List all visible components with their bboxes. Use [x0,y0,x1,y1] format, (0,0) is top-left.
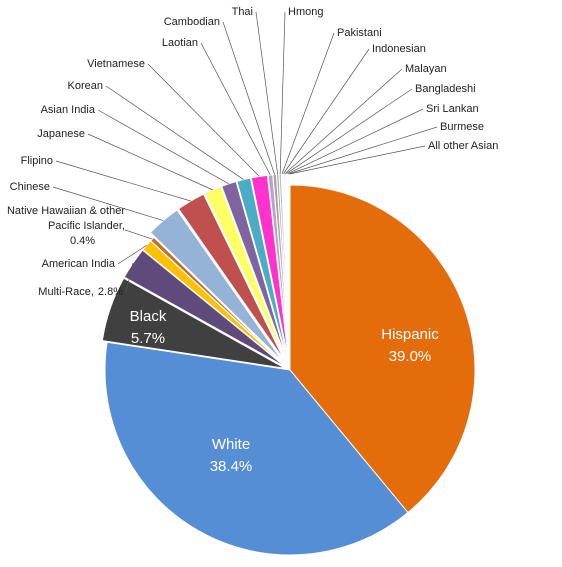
category-label: Japanese [37,128,85,140]
category-text: Laotian [162,37,198,49]
leader-line [117,244,147,265]
category-text: Sri Lankan [426,103,479,115]
category-text: Hmong [288,6,323,18]
category-text: Burmese [440,121,484,133]
value-label: 2.8% [98,286,123,298]
slice-label: Black [130,308,167,325]
category-text: Vietnamese [87,58,145,70]
category-label: Thai [232,6,253,18]
value-label: 39.0% [389,348,432,365]
category-text: Flipino [21,155,53,167]
category-label: American India [42,258,116,270]
category-label: Burmese [440,121,484,133]
category-label: Flipino [21,155,53,167]
leader-line [281,32,335,175]
category-text: Multi-Race, [38,286,94,298]
category-text: Cambodian [164,16,220,28]
category-text: Native Hawaiian & other Pacific Islander… [6,205,125,232]
value-label: 5.7% [131,330,165,347]
category-text: Chinese [10,181,50,193]
category-label: Bangladeshi [415,83,476,95]
leader-line [124,229,153,240]
leader-line [285,88,413,175]
category-label: Korean [68,80,103,92]
leader-line [289,145,426,175]
category-text: Korean [68,80,103,92]
slice-label: Hispanic [381,326,439,343]
category-text: Bangladeshi [415,83,476,95]
category-text: All other Asian [428,140,498,152]
category-text: Malayan [405,63,447,75]
category-label: All other Asian [428,140,498,152]
pie-slice [289,184,476,514]
category-label: Pakistani [337,27,382,39]
leader-line [279,11,286,175]
pie-slice [150,236,287,367]
category-label: Multi-Race, 2.8% [38,286,123,298]
slice-label: White [212,436,250,453]
category-label: Malayan [405,63,447,75]
leader-line [97,109,230,185]
category-label: Sri Lankan [426,103,479,115]
leader-line [147,63,260,177]
leader-line [282,48,370,175]
category-text: Indonesian [372,43,426,55]
leader-line [284,68,403,175]
pie-slice [123,249,287,368]
category-label: Laotian [162,37,198,49]
category-text: Asian India [41,104,96,116]
leader-line [222,21,275,175]
value-label: 38.4% [210,458,253,475]
leader-line [255,11,279,175]
pie-slice [104,341,409,556]
category-label: Hmong [288,6,323,18]
leader-line [125,263,134,293]
category-label: Native Hawaiian & other Pacific Islander… [0,204,125,249]
leader-line [52,186,164,221]
category-label: Vietnamese [87,58,145,70]
category-label: Cambodian [164,16,220,28]
value-label: 0.4% [69,235,96,247]
category-label: Indonesian [372,43,426,55]
category-text: Pakistani [337,27,382,39]
category-text: Thai [232,6,253,18]
leader-line [286,108,424,175]
pie-slice [101,277,286,369]
leader-line [87,133,213,191]
category-text: Japanese [37,128,85,140]
label-box: Native Hawaiian & other Pacific Islander… [0,204,125,249]
category-label: Chinese [10,181,50,193]
leader-line [105,85,244,180]
leader-line [200,42,271,176]
leader-line [288,126,438,175]
leader-line [55,160,191,202]
category-label: Asian India [41,104,96,116]
category-text: American India [42,258,116,270]
